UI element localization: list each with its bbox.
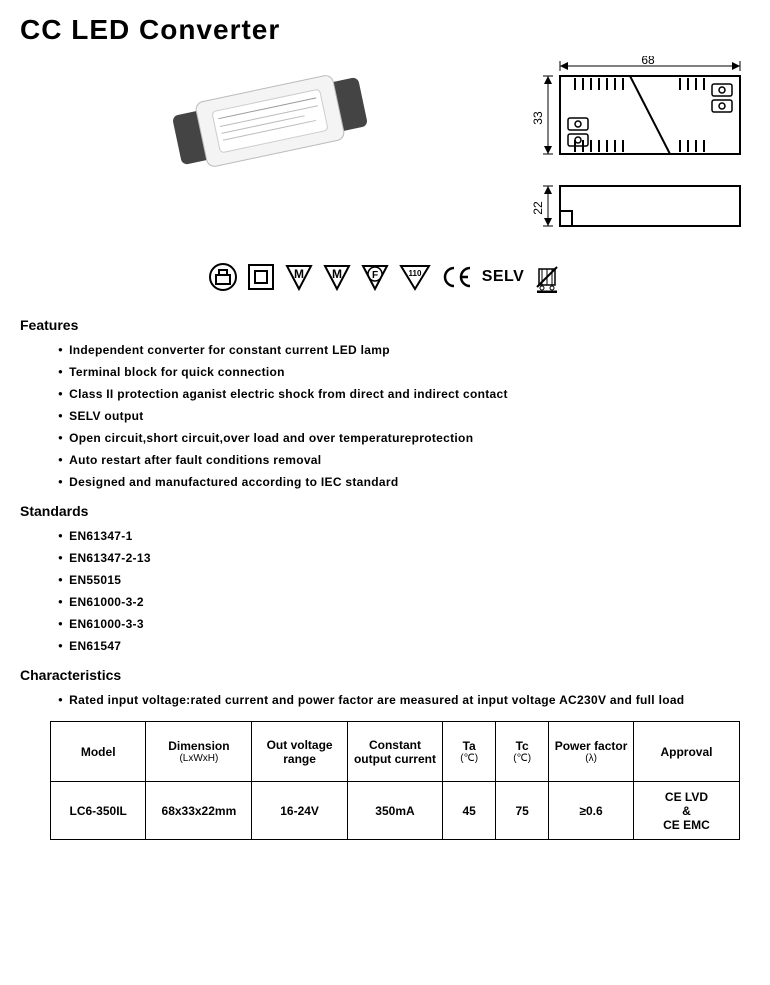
list-item: Designed and manufactured according to I… [58,475,750,489]
col-model: Model [51,722,146,782]
col-dimension: Dimension(LxWxH) [146,722,252,782]
selv-text: SELV [482,268,525,286]
list-item: Class II protection aganist electric sho… [58,387,750,401]
cell-dimension: 68x33x22mm [146,782,252,840]
dim-depth: 22 [531,201,545,215]
list-item: EN61347-1 [58,529,750,543]
list-item: EN61347-2-13 [58,551,750,565]
dimension-drawing: 68 [520,56,750,251]
cell-ta: 45 [443,782,496,840]
col-pf: Power factor(λ) [549,722,634,782]
list-item: EN61000-3-2 [58,595,750,609]
ce-icon [440,264,474,290]
class2-icon [246,262,276,292]
svg-text:F: F [372,270,378,281]
spec-table: Model Dimension(LxWxH) Out voltage range… [50,721,740,840]
svg-text:M: M [294,267,304,281]
list-item: EN61547 [58,639,750,653]
col-ta: Ta(℃) [443,722,496,782]
cell-approval: CE LVD & CE EMC [633,782,739,840]
page: CC LED Converter [0,0,770,860]
col-tc: Tc(℃) [496,722,549,782]
list-item: Terminal block for quick connection [58,365,750,379]
list-item: SELV output [58,409,750,423]
list-item: Independent converter for constant curre… [58,343,750,357]
col-approval: Approval [633,722,739,782]
product-photo [20,56,520,176]
features-list: Independent converter for constant curre… [20,343,750,489]
characteristics-note: Rated input voltage:rated current and po… [20,693,750,707]
cell-tc: 75 [496,782,549,840]
converter-icon [208,262,238,292]
f-triangle-icon: F [360,262,390,292]
dim-width: 68 [641,56,655,67]
col-current: Constant output current [347,722,442,782]
table-header-row: Model Dimension(LxWxH) Out voltage range… [51,722,740,782]
list-item: Auto restart after fault conditions remo… [58,453,750,467]
dim-height: 33 [531,111,545,125]
features-heading: Features [20,317,750,333]
svg-text:110: 110 [408,269,421,278]
table-row: LC6-350IL 68x33x22mm 16-24V 350mA 45 75 … [51,782,740,840]
list-item: EN55015 [58,573,750,587]
weee-icon [532,261,562,293]
page-title: CC LED Converter [20,14,750,46]
svg-text:M: M [332,267,342,281]
temp-triangle-icon: 110 [398,262,432,292]
cell-model: LC6-350IL [51,782,146,840]
list-item: Open circuit,short circuit,over load and… [58,431,750,445]
list-item: EN61000-3-3 [58,617,750,631]
cert-row: M M F 110 SELV [20,261,750,293]
standards-heading: Standards [20,503,750,519]
m-triangle-icon: M [284,262,314,292]
m-triangle-icon: M [322,262,352,292]
top-row: 68 [20,56,750,251]
standards-list: EN61347-1 EN61347-2-13 EN55015 EN61000-3… [20,529,750,653]
cell-pf: ≥0.6 [549,782,634,840]
col-voltage: Out voltage range [252,722,347,782]
characteristics-heading: Characteristics [20,667,750,683]
cell-voltage: 16-24V [252,782,347,840]
cell-current: 350mA [347,782,442,840]
